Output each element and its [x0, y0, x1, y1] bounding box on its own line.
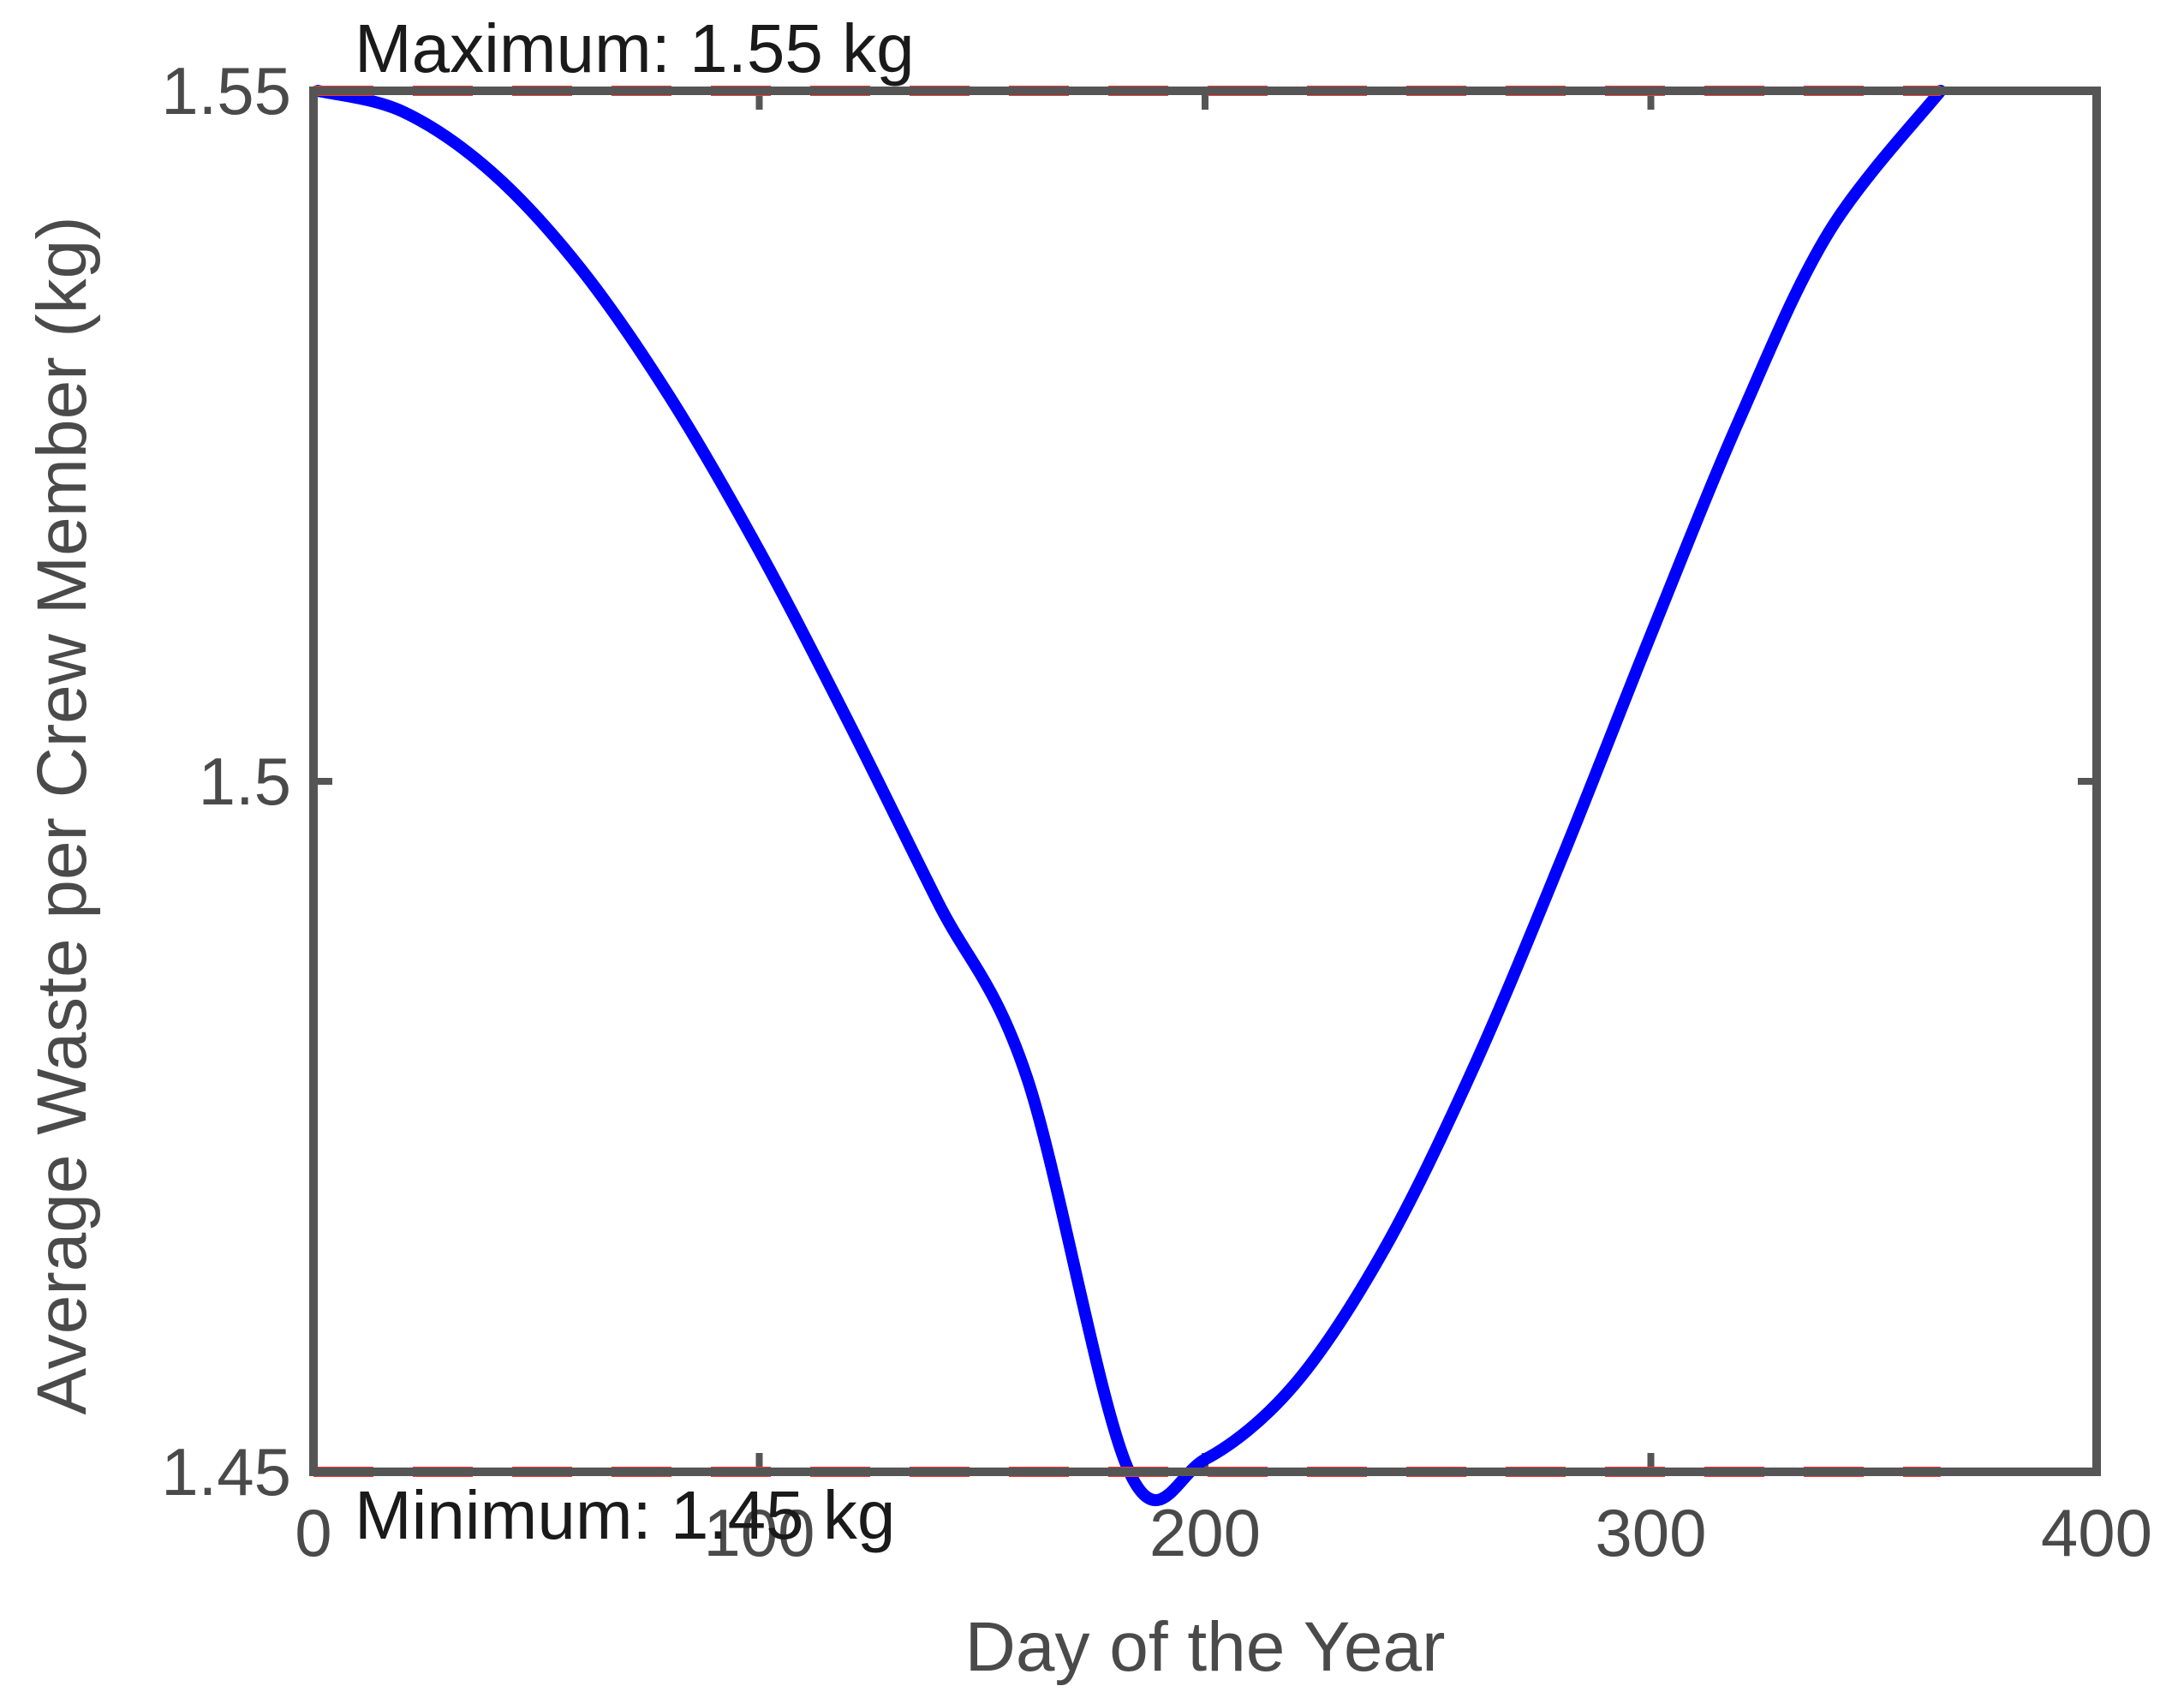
y-tick-label-1.55: 1.55: [161, 53, 291, 129]
series-layer: [312, 85, 1947, 1506]
x-tick-label-300: 300: [1595, 1495, 1706, 1570]
y-axis-label: Average Waste per Crew Member (kg): [23, 216, 101, 1414]
tick-labels: 0 100 200 300 400 1.45 1.5 1.55: [161, 53, 2152, 1570]
y-tick-label-1.45: 1.45: [161, 1434, 291, 1510]
series-line-0: [312, 85, 1947, 1506]
annotations: Maximum: 1.55 kg Minimum: 1.45 kg: [355, 10, 915, 1553]
x-tick-label-400: 400: [2041, 1495, 2152, 1570]
x-tick-label-0: 0: [295, 1495, 331, 1570]
plot-frame: [309, 87, 2101, 1476]
x-tick-label-200: 200: [1149, 1495, 1261, 1570]
reference-label-0: Maximum: 1.55 kg: [355, 10, 915, 87]
x-axis-label: Day of the Year: [965, 1608, 1446, 1686]
y-tick-label-1.5: 1.5: [199, 744, 291, 819]
reference-label-1: Minimum: 1.45 kg: [355, 1477, 895, 1553]
x-tick-label-100: 100: [703, 1495, 815, 1570]
